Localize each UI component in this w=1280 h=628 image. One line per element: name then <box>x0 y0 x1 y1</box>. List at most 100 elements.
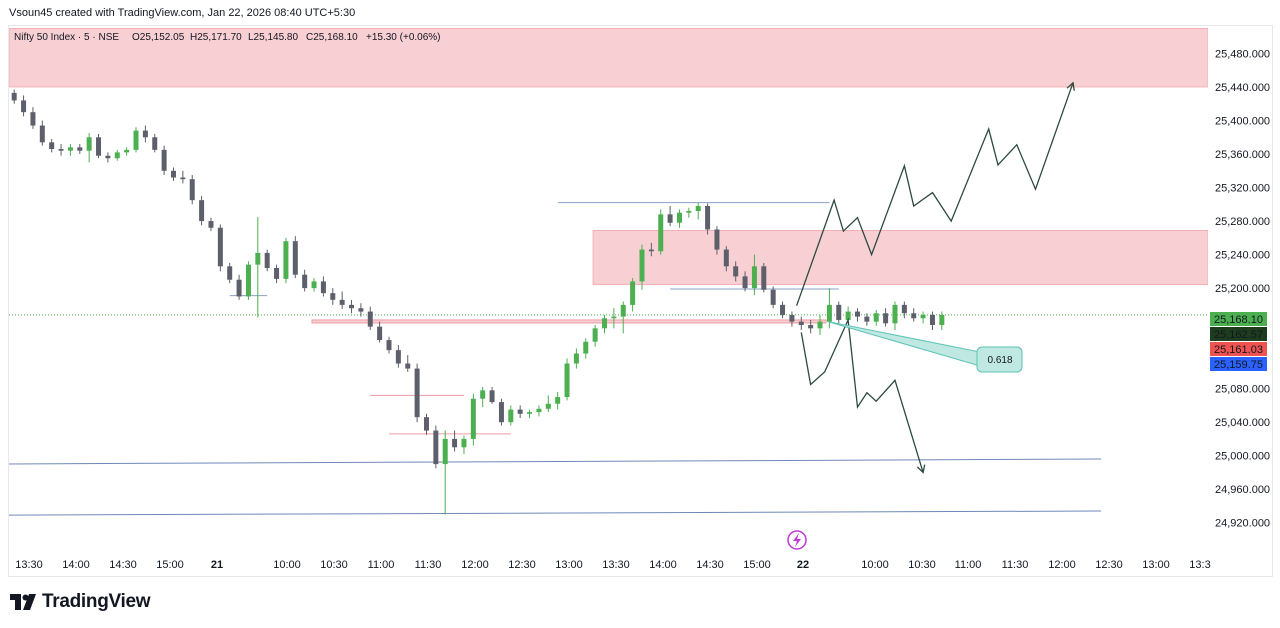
candle <box>39 120 45 146</box>
candle <box>892 301 898 331</box>
candle-body <box>742 276 748 289</box>
candle <box>199 195 205 226</box>
candle-body <box>536 408 542 413</box>
y-tick-label: 25,040.000 <box>1215 417 1270 429</box>
candle <box>30 107 36 129</box>
chart-panel[interactable] <box>8 25 1273 577</box>
candle <box>695 202 701 220</box>
y-tick-label: 25,320.000 <box>1215 183 1270 195</box>
y-tick-label: 25,400.000 <box>1215 116 1270 128</box>
candle <box>339 291 345 310</box>
x-tick-label: 10:30 <box>320 559 348 571</box>
candle-body <box>883 313 889 324</box>
candle-body <box>170 170 176 178</box>
legend-change: +15.30 (+0.06%) <box>366 32 441 43</box>
tradingview-wordmark: TradingView <box>42 591 151 612</box>
candle-body <box>826 304 832 322</box>
x-tick-label: 13:00 <box>1142 559 1170 571</box>
candle-body <box>648 249 654 252</box>
candle-body <box>461 438 467 448</box>
candle-body <box>414 368 420 418</box>
candle <box>11 89 17 104</box>
candle <box>452 430 458 452</box>
x-tick-label: 12:30 <box>1095 559 1123 571</box>
candle-body <box>751 266 757 289</box>
candle <box>873 309 879 326</box>
candle <box>564 358 570 401</box>
candle <box>367 306 373 331</box>
tradingview-logo-icon <box>10 594 36 610</box>
candle-body <box>49 142 55 150</box>
candle <box>836 301 842 324</box>
candle <box>517 405 523 418</box>
candle <box>761 262 767 293</box>
candle <box>658 209 664 255</box>
candle-body <box>770 289 776 305</box>
price-zone <box>311 319 827 324</box>
candle <box>311 278 317 292</box>
candle <box>405 355 411 372</box>
candle-body <box>180 177 186 180</box>
price-tag <box>1210 342 1267 356</box>
x-tick-label: 10:30 <box>908 559 936 571</box>
candle-body <box>864 316 870 322</box>
candle-body <box>592 328 598 342</box>
candle <box>142 125 148 143</box>
candle-body <box>714 229 720 250</box>
price-tag <box>1210 312 1267 326</box>
candle-body <box>583 341 589 354</box>
y-tick-label: 25,440.000 <box>1215 82 1270 94</box>
legend-close: C25,168.10 <box>306 32 358 43</box>
candle <box>555 392 561 410</box>
candle <box>808 319 814 334</box>
candle <box>423 413 429 435</box>
candle <box>611 308 617 329</box>
candle-body <box>452 438 458 448</box>
candle <box>67 143 73 156</box>
candle-body <box>114 152 120 159</box>
candle-body <box>208 221 214 228</box>
x-tick-label: 14:30 <box>696 559 724 571</box>
candle <box>901 301 907 319</box>
x-tick-label: 13:30 <box>602 559 630 571</box>
candle-body <box>545 403 551 409</box>
x-tick-label: 11:00 <box>368 559 395 571</box>
candle-body <box>705 205 711 230</box>
candle-body <box>358 308 364 312</box>
y-tick-label: 25,480.000 <box>1215 49 1270 61</box>
candle-body <box>836 304 842 320</box>
candle-body <box>798 321 804 325</box>
trendline <box>9 458 1102 465</box>
candle-body <box>442 438 448 465</box>
candle-body <box>67 147 73 151</box>
candle <box>189 174 195 205</box>
x-tick-label: 13:00 <box>555 559 583 571</box>
candle <box>414 363 420 423</box>
candle-body <box>911 313 917 319</box>
x-tick-label: 13:30 <box>15 559 43 571</box>
price-tag-label: 25,159.75 <box>1214 359 1263 371</box>
candle-body <box>302 274 308 289</box>
x-tick-label: 14:30 <box>109 559 137 571</box>
x-tick-label: 21 <box>211 559 223 571</box>
candle <box>733 261 739 282</box>
candle <box>929 311 935 331</box>
price-tag-label: 25,161.03 <box>1214 344 1263 356</box>
candle-body <box>489 390 495 403</box>
candle <box>639 244 645 290</box>
candle-body <box>508 409 514 423</box>
candle-body <box>676 212 682 223</box>
candle-body <box>789 314 795 322</box>
candle-body <box>367 311 373 327</box>
candle-body <box>470 398 476 439</box>
candle-body <box>573 353 579 364</box>
y-tick-label: 25,000.000 <box>1215 451 1270 463</box>
candle-body <box>236 279 242 297</box>
candle <box>349 299 355 314</box>
x-tick-label: 12:00 <box>1048 559 1076 571</box>
candle-body <box>845 311 851 320</box>
candle-body <box>498 402 504 423</box>
candle <box>320 276 326 297</box>
tradingview-logo[interactable]: TradingView <box>10 590 151 614</box>
